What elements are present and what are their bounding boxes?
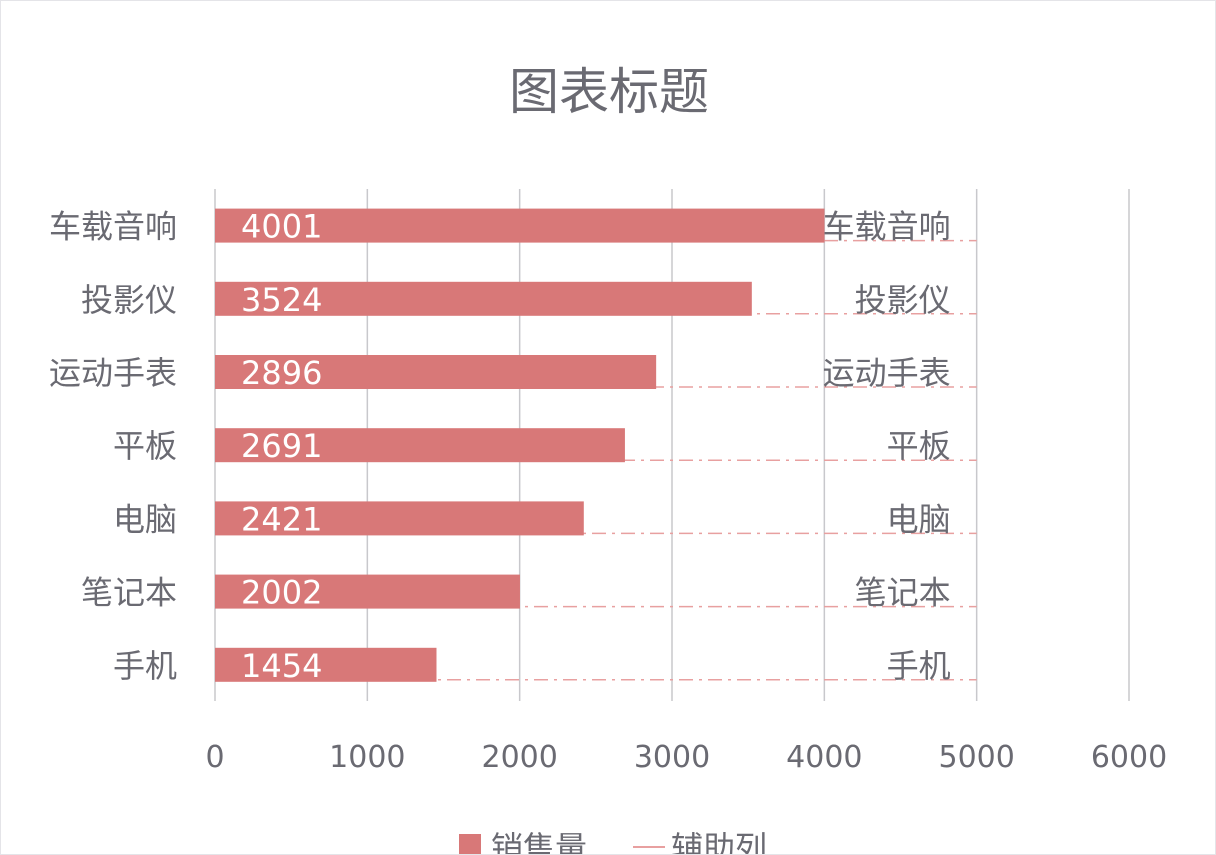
bar: [215, 208, 825, 243]
data-label: 4001: [241, 208, 322, 246]
data-label: 2002: [241, 574, 322, 612]
category-label: 运动手表: [49, 354, 177, 392]
helper-label: 手机: [887, 647, 951, 685]
category-label: 车载音响: [49, 208, 177, 246]
data-label: 1454: [241, 647, 322, 685]
legend: 销售量 辅助列: [459, 829, 767, 854]
category-label: 手机: [113, 647, 177, 685]
data-label: 2896: [241, 354, 322, 392]
category-label: 投影仪: [81, 281, 177, 319]
helper-label: 笔记本: [855, 574, 951, 612]
bar: [215, 355, 657, 389]
category-label: 笔记本: [81, 574, 177, 612]
bar: [215, 281, 752, 316]
bar: [215, 647, 437, 682]
bar: [215, 428, 625, 463]
data-label: 3524: [241, 281, 322, 319]
tick-label: 4000: [786, 740, 862, 775]
helper-label: 车载音响: [823, 208, 951, 246]
legend-swatch: [459, 834, 481, 854]
helper-label: 平板: [887, 427, 951, 465]
legend-label: 销售量: [491, 829, 587, 854]
x-axis-tick-labels: 0 1000 2000 3000 4000 5000 6000: [205, 740, 1167, 775]
helper-label: 运动手表: [823, 354, 951, 392]
tick-label: 1000: [329, 740, 405, 775]
tick-label: 0: [205, 740, 224, 775]
legend-label: 辅助列: [671, 829, 767, 854]
data-label: 2421: [241, 500, 322, 538]
helper-label: 电脑: [887, 500, 951, 538]
category-label: 电脑: [113, 500, 177, 538]
tick-label: 6000: [1091, 740, 1167, 775]
tick-label: 5000: [938, 740, 1014, 775]
bar: [215, 574, 520, 609]
tick-label: 2000: [481, 740, 557, 775]
category-label: 平板: [113, 427, 177, 465]
chart-title: 图表标题: [509, 63, 709, 121]
data-label: 2691: [241, 427, 322, 465]
bars: 4001 3524 2896 2691 2421 2002 1454: [215, 208, 825, 685]
helper-label: 投影仪: [855, 281, 951, 319]
bar: [215, 501, 584, 536]
tick-label: 3000: [634, 740, 710, 775]
